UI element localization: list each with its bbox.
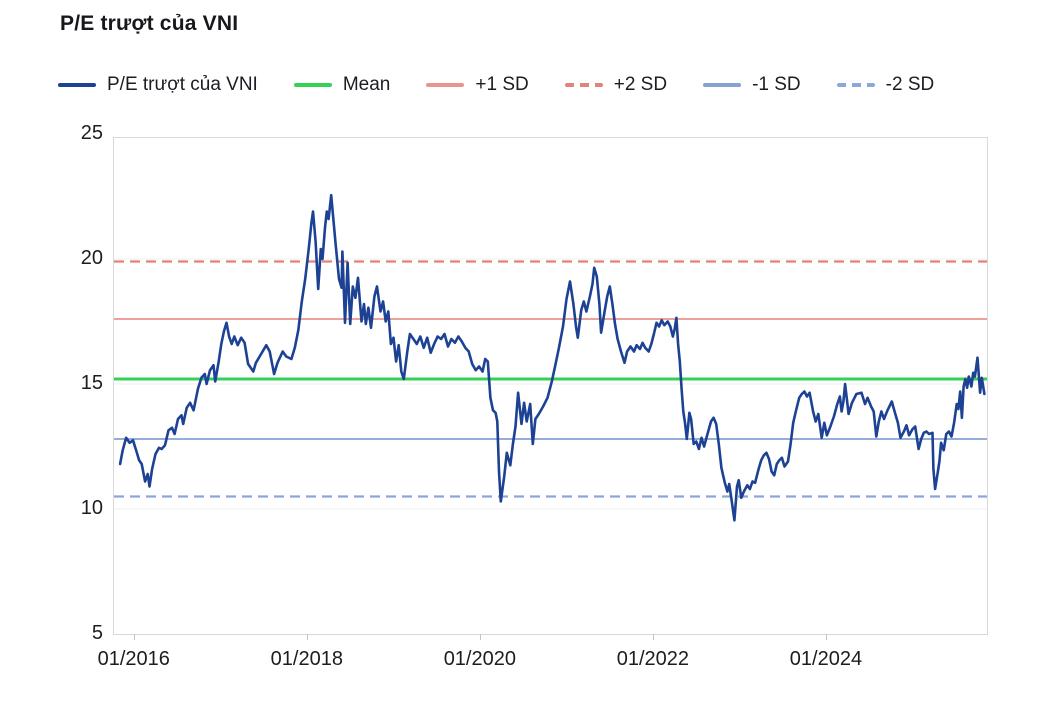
legend-label: +1 SD [475,74,529,95]
legend-item-1-sd[interactable]: -1 SD [703,74,801,96]
y-tick-label: 10 [80,497,103,519]
y-tick-label: 15 [80,372,103,394]
dashed-line-swatch-icon [564,83,603,87]
line-swatch-icon [293,83,332,87]
x-tick-mark [652,634,655,640]
legend: P/E trượt của VNI Mean +1 SD +2 SD -1 SD -2 S… [58,74,934,96]
y-tick-label: 20 [80,247,103,269]
legend-label: Mean [342,74,391,95]
x-tick-mark [825,634,828,640]
x-tick-label: 01/2016 [97,648,170,670]
legend-label: P/E trượt của VNI [107,74,258,95]
y-tick-label: 25 [80,122,103,144]
line-swatch-icon [703,83,742,87]
legend-label: -1 SD [752,74,801,95]
pe-chart-svg [114,193,987,522]
legend-item-mean[interactable]: Mean [293,74,391,96]
x-tick-mark [479,634,482,640]
legend-item-1-sd[interactable]: +1 SD [426,74,529,96]
x-tick-label: 01/2024 [789,648,863,670]
legend-item-2-sd[interactable]: -2 SD [836,74,935,96]
x-tick-label: 01/2018 [270,648,343,670]
x-tick-label: 01/2022 [616,648,690,670]
legend-label: -2 SD [885,74,935,95]
chart-title: P/E trượt của VNI [60,12,239,35]
y-tick-label: 5 [91,622,103,644]
legend-item-2-sd[interactable]: +2 SD [564,74,668,96]
x-tick-mark [306,634,309,640]
pe-series-line [118,193,986,522]
x-tick-mark [133,634,136,640]
line-swatch-icon [58,83,96,87]
legend-item-p-e-tr-t-c-a-vni[interactable]: P/E trượt của VNI [58,74,258,96]
legend-label: +2 SD [613,74,668,95]
x-tick-label: 01/2020 [443,648,516,670]
plot-area [113,137,988,635]
line-swatch-icon [426,83,465,87]
dashed-line-swatch-icon [836,83,875,87]
